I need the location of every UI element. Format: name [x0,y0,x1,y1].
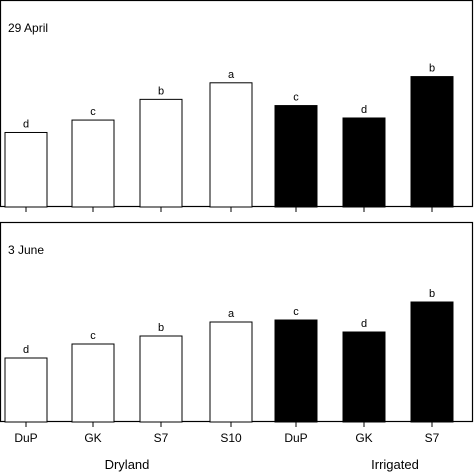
panel-3-june: 3 June d c b a c d b [0,221,474,427]
significance-label: b [429,63,435,75]
bar-gk-dryland [71,119,115,208]
significance-label: c [293,92,299,104]
bar-s10-dryland [209,321,253,423]
significance-label: d [361,318,367,330]
bar-s7-dryland [139,335,183,423]
bar-s7-irrigated [410,76,454,208]
bar-s7-dryland [139,98,183,208]
x-tick-label: S7 [425,431,440,445]
x-axis-labels: DuP GK S7 S10 DuP GK S7 Dryland Irrigated [14,431,439,472]
significance-label: a [228,69,235,81]
significance-label: b [429,288,435,300]
x-tick-label: DuP [14,431,37,445]
significance-label: b [158,85,164,97]
significance-label: c [90,330,96,342]
x-tick-label: DuP [284,431,307,445]
bar-s7-irrigated [410,301,454,423]
significance-label: c [293,306,299,318]
bar-gk-irrigated [342,331,386,423]
significance-label: c [90,106,96,118]
group-label-dryland: Dryland [105,457,150,472]
x-tick-label: S7 [154,431,169,445]
panel-title: 3 June [8,243,44,257]
bar-dup-irrigated [274,319,318,423]
bar-gk-dryland [71,343,115,423]
panel-29-april: 29 April d c b a c d b [0,0,474,212]
bar-dup-dryland [4,131,48,208]
significance-label: a [228,308,235,320]
significance-label: d [23,344,29,356]
significance-label: b [158,322,164,334]
x-tick-label: GK [355,431,372,445]
significance-label: d [23,118,29,130]
bar-s10-dryland [209,82,253,208]
x-tick-label: S10 [220,431,242,445]
bar-gk-irrigated [342,117,386,208]
bar-dup-dryland [4,357,48,423]
bar-dup-irrigated [274,105,318,208]
panel-title: 29 April [8,21,48,35]
x-tick-label: GK [84,431,101,445]
significance-label: d [361,104,367,116]
group-label-irrigated: Irrigated [371,457,419,472]
